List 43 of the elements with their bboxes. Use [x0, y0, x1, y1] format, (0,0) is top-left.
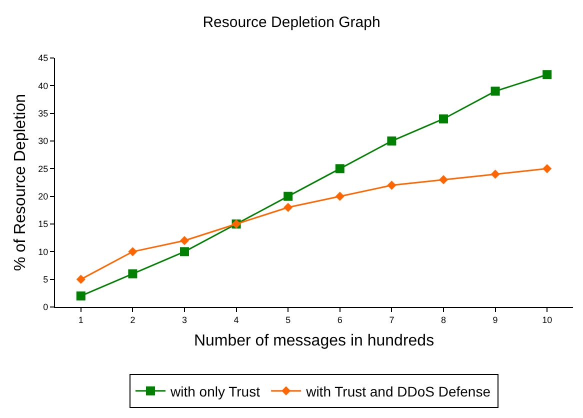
point: [490, 86, 500, 96]
x-tick-label: 2: [130, 314, 136, 325]
point: [387, 180, 396, 190]
y-tick-label: 35: [38, 108, 48, 118]
y-tick-label: 0: [43, 302, 48, 312]
y-tick-label: 30: [38, 136, 48, 146]
y-tick-label: 40: [38, 80, 48, 91]
y-tick-label: 5: [43, 274, 48, 284]
x-tick-label: 5: [286, 314, 291, 325]
point: [76, 274, 86, 284]
y-tick-label: 45: [38, 53, 48, 64]
point: [335, 164, 344, 174]
x-tick-label: 6: [337, 314, 342, 325]
point: [284, 202, 293, 212]
x-tick-label: 4: [234, 314, 239, 325]
point: [180, 236, 190, 246]
point: [490, 170, 500, 179]
point: [128, 269, 138, 278]
legend-label: with Trust and DDoS Defense: [305, 383, 491, 400]
x-tick-label: 3: [182, 314, 188, 325]
point: [76, 291, 86, 300]
x-axis-title: Number of messages in hundreds: [194, 332, 434, 350]
point: [335, 192, 344, 201]
y-tick-label: 25: [38, 164, 48, 174]
point: [439, 114, 448, 124]
x-tick-label: 1: [78, 314, 84, 325]
y-tick-label: 15: [38, 219, 48, 230]
legend-label: with only Trust: [170, 383, 260, 400]
y-axis-title: % of Resource Depletion: [12, 94, 30, 271]
point: [542, 164, 552, 174]
y-tick-label: 10: [38, 246, 48, 257]
x-tick-label: 7: [389, 314, 394, 325]
y-tick-label: 20: [38, 191, 48, 202]
point: [542, 70, 552, 80]
point: [284, 192, 293, 201]
chart-title: Resource Depletion Graph: [202, 14, 380, 32]
x-tick-label: 9: [492, 314, 498, 325]
point: [438, 175, 448, 184]
x-tick-label: 10: [542, 314, 552, 325]
x-tick-label: 8: [440, 314, 446, 325]
point: [180, 247, 189, 256]
point: [128, 247, 138, 256]
point: [387, 136, 396, 146]
